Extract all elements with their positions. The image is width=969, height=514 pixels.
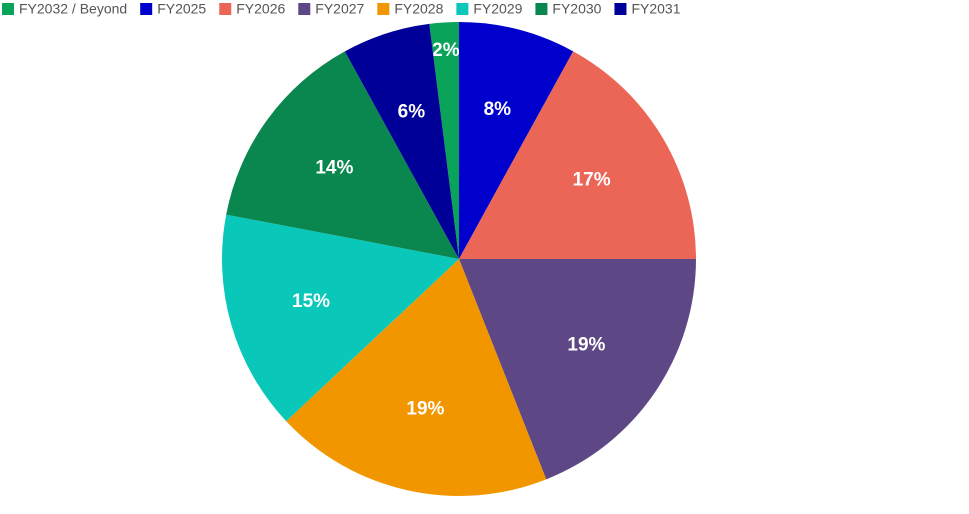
- legend-label: FY2027: [315, 1, 364, 17]
- legend-swatch: [377, 3, 390, 15]
- pie-slice: [286, 259, 547, 496]
- legend-label: FY2029: [473, 1, 522, 17]
- slice-label: 19%: [567, 335, 605, 356]
- legend-swatch: [219, 3, 232, 15]
- legend-swatch: [2, 3, 14, 15]
- legend-label: FY2031: [631, 1, 680, 17]
- slice-label: 19%: [406, 398, 444, 419]
- legend-swatch: [614, 3, 627, 15]
- slice-label: 2%: [432, 40, 460, 61]
- pie-slice: [459, 259, 696, 480]
- legend-swatch: [456, 3, 469, 15]
- legend-label: FY2032 / Beyond: [19, 1, 127, 17]
- legend-swatch: [535, 3, 548, 15]
- slice-label: 14%: [315, 157, 353, 178]
- slice-label: 17%: [573, 170, 611, 191]
- legend-swatch: [298, 3, 311, 15]
- pie-slice: [429, 22, 459, 259]
- legend-label: FY2030: [552, 1, 601, 17]
- pie-slice: [222, 214, 459, 422]
- pie-slice: [459, 22, 574, 259]
- pie-slice: [226, 51, 459, 260]
- legend-label: FY2025: [157, 1, 206, 17]
- legend-label: FY2028: [394, 1, 443, 17]
- slice-label: 6%: [398, 102, 426, 123]
- legend-label: FY2026: [236, 1, 285, 17]
- slice-label: 8%: [484, 99, 512, 120]
- pie-slice: [344, 23, 459, 259]
- pie-slice: [459, 51, 696, 260]
- slice-label: 15%: [292, 291, 330, 312]
- legend-swatch: [140, 3, 153, 15]
